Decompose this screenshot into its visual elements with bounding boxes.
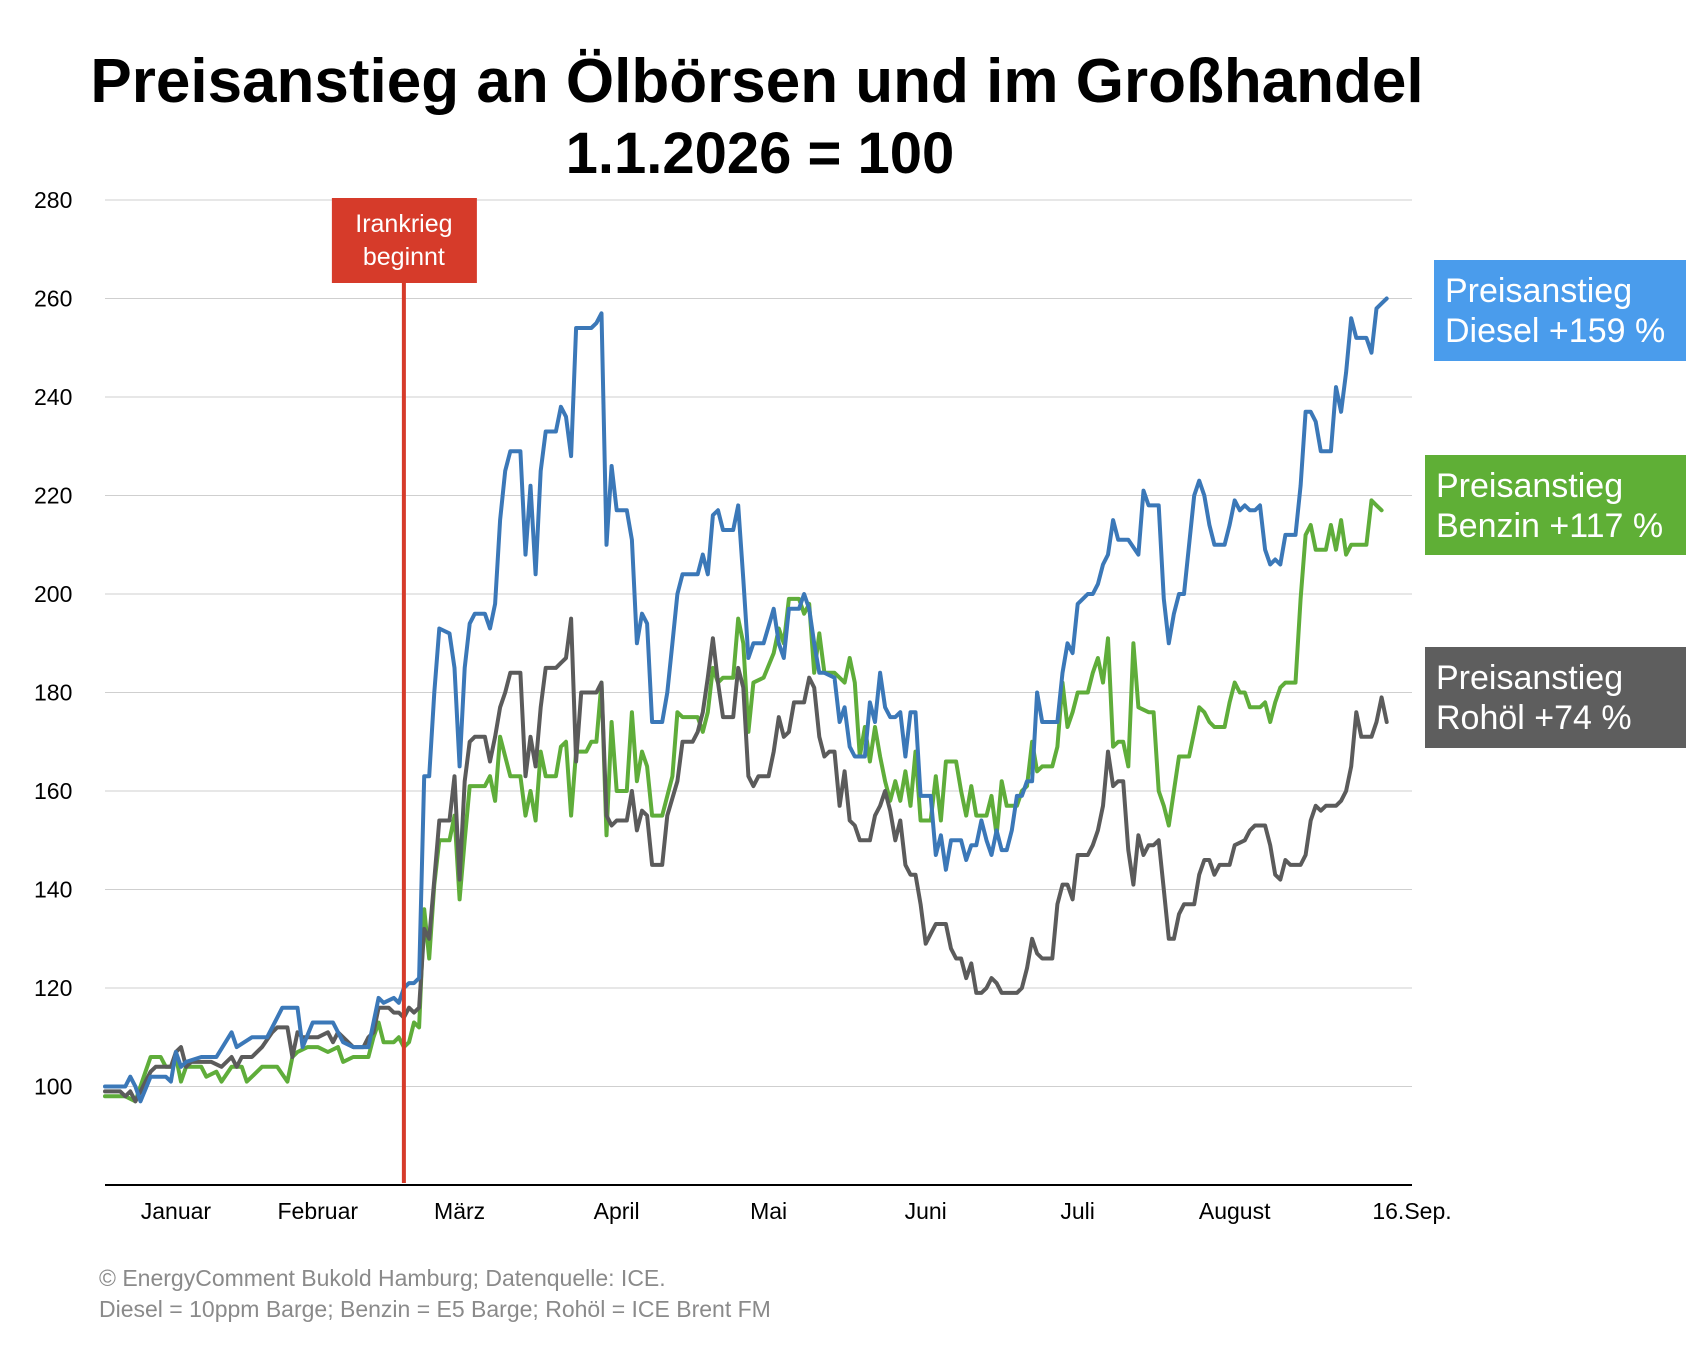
chart-subtitle: 1.1.2026 = 100 — [566, 121, 955, 186]
callout-rohoel-line1: Preisanstieg — [1436, 659, 1623, 697]
x-tick-label: Juni — [905, 1198, 947, 1224]
source-line1: © EnergyComment Bukold Hamburg; Datenque… — [99, 1265, 666, 1291]
callout-diesel: Preisanstieg Diesel +159 % — [1434, 260, 1686, 361]
event-label-line1: Irankrieg — [355, 210, 452, 238]
x-tick-label: März — [434, 1198, 485, 1224]
callout-benzin: Preisanstieg Benzin +117 % — [1425, 455, 1686, 555]
x-tick-label: Juli — [1060, 1198, 1095, 1224]
series-line-diesel — [103, 296, 1389, 1104]
callout-diesel-line2: Diesel +159 % — [1445, 312, 1665, 350]
x-tick-label: Januar — [141, 1198, 212, 1224]
callout-box-diesel — [1434, 260, 1686, 361]
event-label-box — [331, 198, 477, 283]
y-tick-label: 280 — [34, 187, 72, 213]
series-line-benzin — [103, 498, 1384, 1104]
y-tick-label: 180 — [34, 680, 72, 706]
y-tick-label: 240 — [34, 384, 72, 410]
callout-benzin-line1: Preisanstieg — [1436, 467, 1623, 505]
x-tick-label: 16.Sep. — [1372, 1198, 1451, 1224]
series-lines — [103, 296, 1389, 1104]
y-tick-label: 120 — [34, 975, 72, 1001]
callout-rohoel: Preisanstieg Rohöl +74 % — [1425, 647, 1686, 748]
x-tick-label: Mai — [750, 1198, 787, 1224]
chart-title: Preisanstieg an Ölbörsen und im Großhand… — [90, 47, 1423, 116]
callout-box-rohoel — [1425, 647, 1686, 748]
y-tick-label: 160 — [34, 778, 72, 804]
y-tick-label: 100 — [34, 1074, 72, 1100]
callout-box-benzin — [1425, 455, 1686, 555]
x-tick-label: Februar — [277, 1198, 358, 1224]
gridlines — [105, 199, 1412, 1087]
callout-diesel-line1: Preisanstieg — [1445, 272, 1632, 310]
y-tick-label: 140 — [34, 877, 72, 903]
y-tick-label: 220 — [34, 483, 72, 509]
callout-benzin-line2: Benzin +117 % — [1436, 507, 1663, 545]
x-axis-month-labels: Januar Februar März April Mai Juni Juli August 1… — [141, 1198, 1452, 1224]
source-line2: Diesel = 10ppm Barge; Benzin = E5 Barge;… — [99, 1296, 771, 1322]
callout-rohoel-line2: Rohöl +74 % — [1436, 699, 1632, 737]
x-tick-label: April — [594, 1198, 640, 1224]
y-tick-label: 260 — [34, 286, 72, 312]
event-marker: Irankrieg beginnt — [331, 198, 477, 1183]
y-tick-label: 200 — [34, 581, 72, 607]
event-label-line2: beginnt — [363, 243, 445, 271]
y-axis-ticks: 100 120 140 160 180 200 220 240 260 280 — [34, 187, 72, 1100]
x-tick-label: August — [1199, 1198, 1271, 1224]
